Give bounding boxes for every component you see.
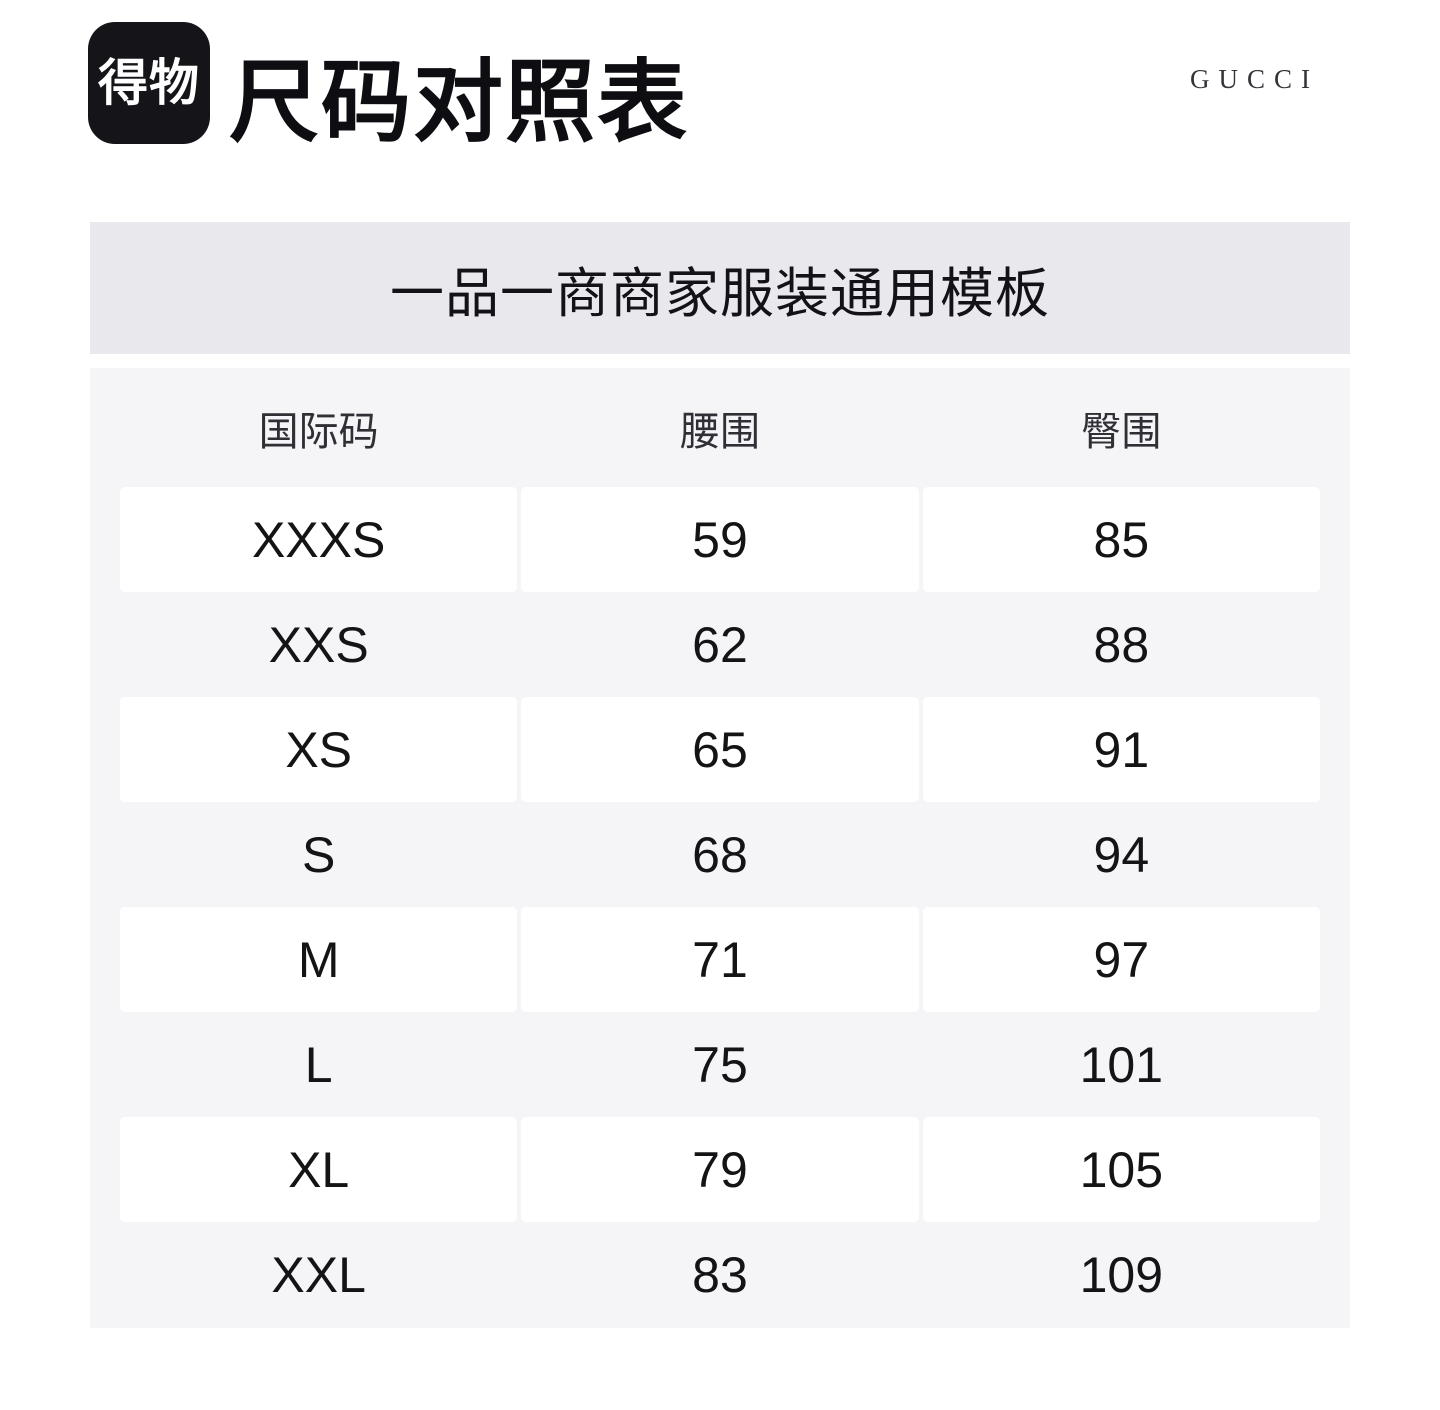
column-header-waist: 腰围 (679, 409, 760, 454)
hip-cell: 94 (1093, 826, 1150, 883)
table-row: L 75 101 (90, 1012, 1350, 1117)
column-header-hip: 臀围 (1081, 409, 1162, 454)
size-cell: M (120, 907, 518, 1012)
hip-cell: 85 (922, 487, 1320, 592)
size-cell: XXS (268, 616, 369, 673)
size-cell: S (301, 826, 336, 883)
table-row: XXXS 59 85 (90, 487, 1350, 592)
table-row: M 71 97 (90, 907, 1350, 1012)
table-row: XXS 62 88 (90, 592, 1350, 697)
waist-cell: 75 (692, 1036, 748, 1093)
gucci-brand-logo: GUCCI (1189, 64, 1319, 94)
template-banner: 一品一商商家服装通用模板 (90, 222, 1350, 354)
waist-cell: 79 (521, 1117, 919, 1222)
table-row: S 68 94 (90, 802, 1350, 907)
table-row: XXL 83 109 (90, 1222, 1350, 1327)
size-cell: XS (120, 697, 518, 802)
hip-cell: 97 (922, 907, 1320, 1012)
hip-cell: 91 (922, 697, 1320, 802)
hip-cell: 109 (1079, 1246, 1164, 1303)
size-cell: XXL (271, 1246, 366, 1303)
page-title: 尺码对照表 (229, 53, 689, 153)
template-banner-text: 一品一商商家服装通用模板 (390, 263, 1050, 324)
waist-cell: 65 (521, 697, 919, 802)
waist-cell: 71 (521, 907, 919, 1012)
hip-cell: 101 (1079, 1036, 1164, 1093)
table-row: XL 79 105 (90, 1117, 1350, 1222)
waist-cell: 68 (692, 826, 748, 883)
dewu-logo: 得物 (88, 22, 210, 144)
table-row: XS 65 91 (90, 697, 1350, 802)
waist-cell: 62 (692, 616, 748, 673)
waist-cell: 83 (692, 1246, 748, 1303)
size-table-header-row: 国际码 腰围 臀围 (90, 368, 1350, 487)
dewu-logo-text: 得物 (98, 55, 200, 111)
hip-cell: 88 (1093, 616, 1150, 673)
page-header: 得物 尺码对照表 GUCCI (0, 0, 1440, 200)
size-cell: XL (120, 1117, 518, 1222)
waist-cell: 59 (521, 487, 919, 592)
size-cell: L (304, 1036, 333, 1093)
hip-cell: 105 (922, 1117, 1320, 1222)
size-table: 国际码 腰围 臀围 XXXS 59 85 XXS 62 88 XS 65 91 … (90, 368, 1350, 1328)
size-cell: XXXS (120, 487, 518, 592)
column-header-international-size: 国际码 (258, 409, 379, 454)
